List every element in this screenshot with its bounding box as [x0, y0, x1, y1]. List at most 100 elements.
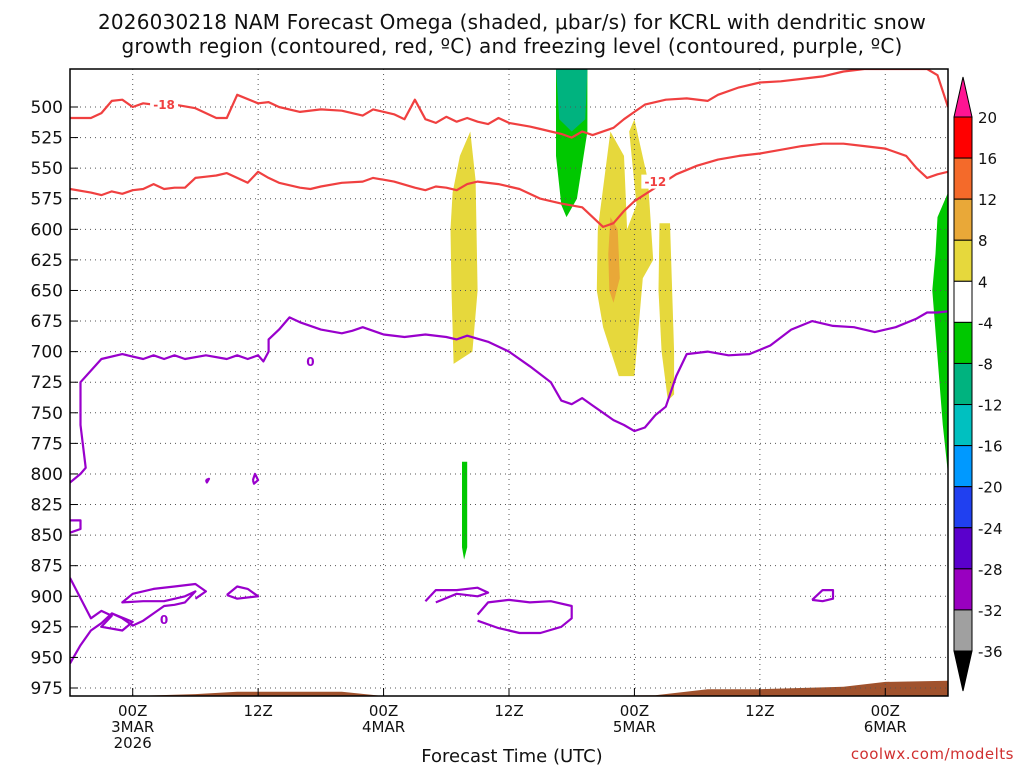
colorbar-label-9: -20	[978, 479, 1003, 497]
colorbar-swatch-10	[953, 527, 973, 570]
chart-title-line-2: growth region (contoured, red, ºC) and f…	[121, 34, 903, 58]
colorbar-swatch-7	[953, 404, 973, 447]
y-tick-575: 575	[31, 190, 63, 210]
contour-zero-low-right	[811, 588, 835, 603]
colorbar-swatch-0	[953, 116, 973, 159]
colorbar-label-11: -28	[978, 561, 1003, 579]
contour-zero-low-left-c	[70, 519, 82, 534]
y-tick-825: 825	[31, 496, 63, 516]
contour-minus-18	[70, 69, 948, 139]
colorbar-label-4: 4	[978, 273, 988, 291]
x-tick-48-line-1: 5MAR	[613, 718, 656, 736]
shade-omega-4-to-8-yellow-a	[450, 131, 478, 364]
contour-label-minus-12: -12	[644, 175, 666, 189]
shade-omega-8-to-12-orange	[608, 217, 620, 303]
shade-omega-12-to-8-teal	[556, 69, 588, 132]
credit-link[interactable]: coolwx.com/modelts	[850, 745, 1014, 763]
y-tick-975: 975	[31, 679, 63, 699]
x-tick-48-line-0: 00Z	[620, 702, 649, 720]
x-tick-0-line-0: 00Z	[118, 702, 147, 720]
x-tick-36-line-0: 12Z	[494, 702, 523, 720]
contour-zero-main	[70, 310, 948, 484]
y-tick-750: 750	[31, 404, 63, 424]
contour-label-bg-zero-low-left-a	[158, 612, 171, 627]
colorbar-label-0: 20	[978, 109, 997, 127]
colorbar-label-10: -24	[978, 520, 1003, 538]
contour-label-bg-minus-18	[150, 97, 179, 112]
contour-zero-low-left-b	[70, 577, 134, 632]
colorbar-swatch-2	[953, 198, 973, 241]
y-tick-550: 550	[31, 159, 63, 179]
plot-frame	[69, 68, 949, 697]
contour-zero-dot-b	[251, 472, 260, 485]
y-tick-850: 850	[31, 526, 63, 546]
shade-omega-4-to-8-yellow-b	[596, 119, 654, 377]
colorbar-label-13: -36	[978, 643, 1003, 661]
x-tick-72-line-0: 00Z	[871, 702, 900, 720]
colorbar-swatch-12	[953, 609, 973, 652]
colorbar-label-12: -32	[978, 602, 1003, 620]
y-tick-650: 650	[31, 281, 63, 301]
contour-zero-low-mid-c	[476, 598, 573, 635]
y-tick-875: 875	[31, 557, 63, 577]
colorbar-swatch-5	[953, 321, 973, 364]
y-tick-725: 725	[31, 373, 63, 393]
contour-label-minus-18: -18	[153, 98, 175, 112]
contour-label-bg-minus-12	[641, 174, 670, 189]
y-axis: 500 525 550 575 600 625 650 675 700 725 750 775 800 8…	[31, 98, 78, 699]
contour-label-bg-zero-main	[304, 354, 317, 369]
x-tick-24-line-0: 00Z	[369, 702, 398, 720]
colorbar-swatch-11	[953, 568, 973, 611]
colorbar-swatch-3	[953, 239, 973, 282]
colorbar-label-7: -12	[978, 397, 1003, 415]
y-tick-950: 950	[31, 648, 63, 668]
shade-omega-6-to-4-green-low	[462, 461, 468, 560]
contour-zero-low-left-a	[70, 582, 207, 665]
contour-layer: -18 -12 0 0	[70, 69, 948, 665]
y-tick-700: 700	[31, 343, 63, 363]
chart-title-line-1: 2026030218 NAM Forecast Omega (shaded, μ…	[97, 10, 927, 34]
colorbar-under-triangle	[953, 650, 973, 692]
colorbar-label-5: -4	[978, 314, 993, 332]
colorbar-label-1: 16	[978, 150, 997, 168]
x-tick-12-line-0: 12Z	[243, 702, 272, 720]
terrain-ground	[70, 680, 948, 696]
y-tick-800: 800	[31, 465, 63, 485]
terrain-layer	[70, 680, 948, 696]
plot-border	[69, 68, 949, 697]
shade-omega-6-to-4-green-right	[932, 192, 948, 474]
grid-layer	[70, 69, 948, 696]
colorbar-over-triangle	[953, 76, 973, 118]
y-tick-500: 500	[31, 98, 63, 118]
x-tick-72-line-1: 6MAR	[864, 718, 907, 736]
colorbar-label-2: 12	[978, 191, 997, 209]
colorbar-swatch-1	[953, 157, 973, 200]
x-tick-24-line-1: 4MAR	[362, 718, 405, 736]
colorbar-label-3: 8	[978, 232, 988, 250]
y-tick-675: 675	[31, 312, 63, 332]
contour-zero-dot-a	[204, 477, 211, 484]
y-tick-600: 600	[31, 220, 63, 240]
colorbar-swatch-8	[953, 445, 973, 488]
colorbar-label-6: -8	[978, 355, 993, 373]
colorbar: 20 16 12 8 4 -4 -8 -12 -16 -20 -24 -28 -32 -36	[953, 76, 1003, 692]
y-tick-900: 900	[31, 587, 63, 607]
shade-omega-4-to-8-yellow-c	[658, 223, 675, 401]
omega-shading-layer	[450, 69, 948, 560]
contour-minus-12	[70, 142, 948, 228]
contour-zero-low-mid-b	[424, 586, 490, 604]
x-tick-0-line-2: 2026	[114, 734, 152, 752]
contour-label-zero-low-left-a: 0	[160, 613, 168, 627]
contour-label-zero-main: 0	[306, 355, 314, 369]
colorbar-swatch-6	[953, 362, 973, 406]
x-tick-60-line-0: 12Z	[745, 702, 774, 720]
colorbar-swatch-4	[953, 280, 973, 323]
x-tick-0-line-1: 3MAR	[111, 718, 154, 736]
y-tick-525: 525	[31, 129, 63, 149]
y-tick-925: 925	[31, 618, 63, 638]
x-axis-title: Forecast Time (UTC)	[421, 746, 603, 767]
colorbar-swatch-9	[953, 486, 973, 529]
colorbar-label-8: -16	[978, 438, 1003, 456]
